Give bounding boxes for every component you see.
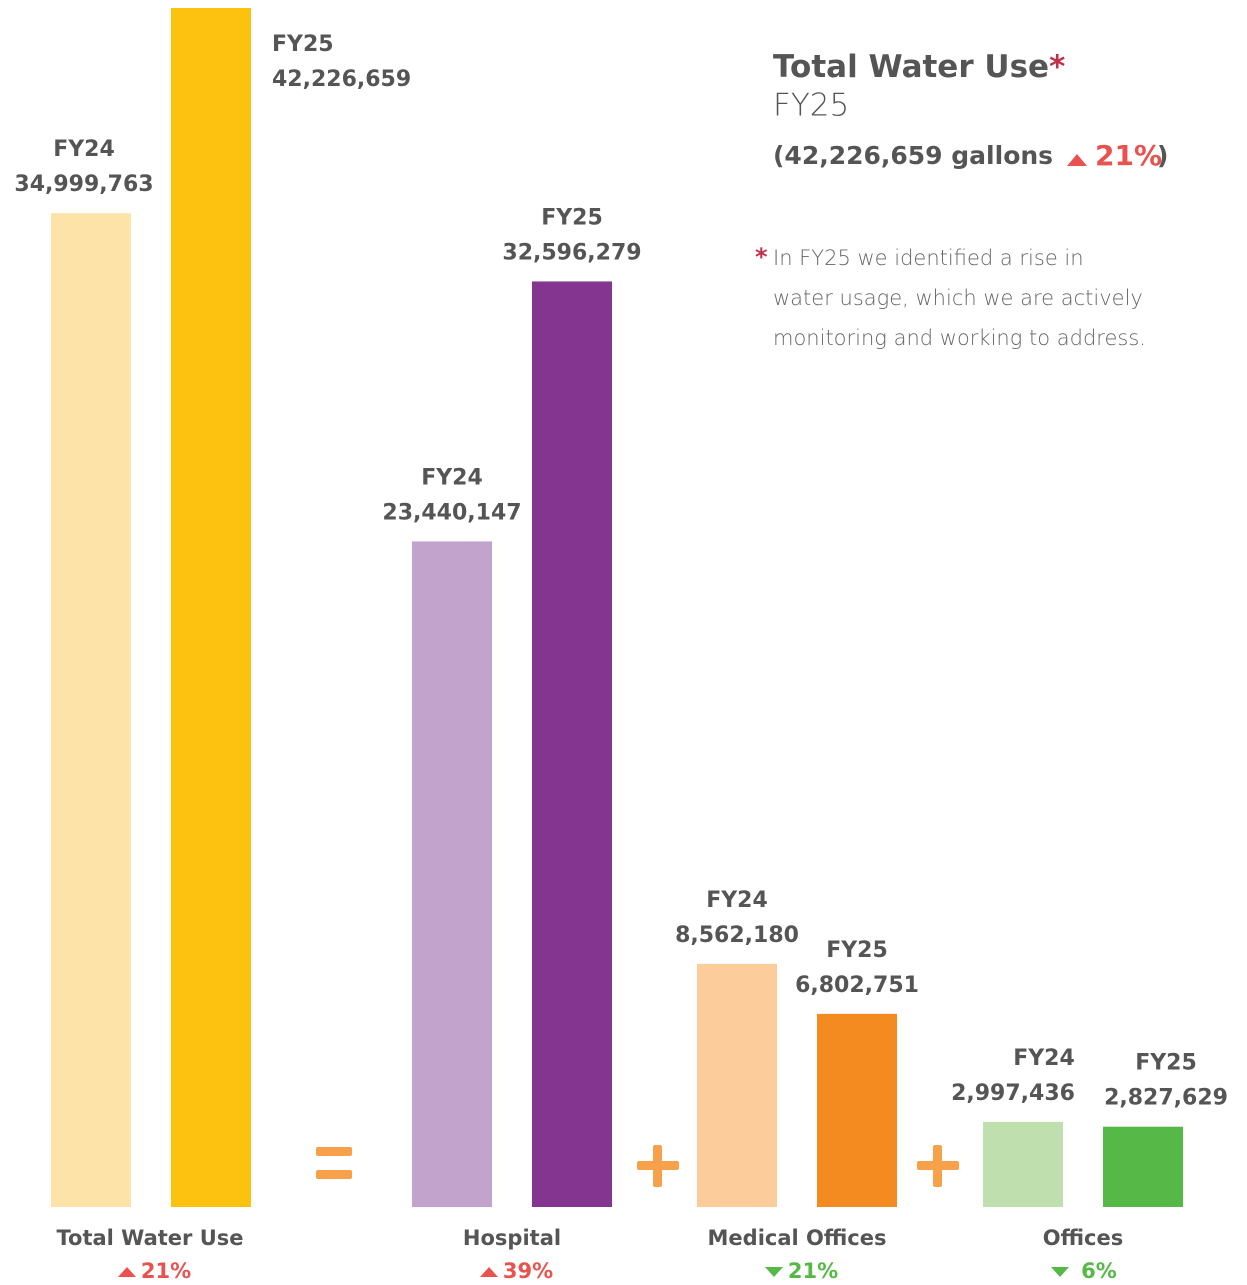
change-label: 39% — [503, 1259, 553, 1283]
series-label: FY24 — [1013, 1046, 1075, 1071]
bar — [171, 8, 251, 1207]
series-label: FY25 — [272, 32, 334, 57]
plus-sign — [933, 1145, 942, 1187]
value-label: 23,440,147 — [382, 500, 521, 525]
change-arrow — [480, 1267, 498, 1277]
value-label: 2,997,436 — [951, 1081, 1075, 1106]
series-label: FY25 — [826, 938, 888, 963]
series-label: FY24 — [421, 465, 483, 490]
change-label: 21% — [788, 1259, 838, 1283]
value-label: 34,999,763 — [14, 172, 153, 197]
bar — [51, 213, 131, 1208]
category-label: Medical Offices — [708, 1226, 887, 1250]
change-label: 6% — [1081, 1259, 1117, 1283]
series-label: FY25 — [1135, 1051, 1197, 1076]
value-label: 2,827,629 — [1104, 1086, 1228, 1111]
note-line: In FY25 we identified a rise in — [773, 246, 1084, 270]
operators — [316, 1145, 959, 1187]
value-label: 6,802,751 — [795, 973, 919, 998]
note-line: monitoring and working to address. — [773, 326, 1146, 350]
bar — [817, 1013, 897, 1207]
headline-close: ) — [1157, 141, 1168, 170]
up-arrow — [1067, 154, 1087, 166]
headline-summary: (42,226,659 gallons — [773, 141, 1053, 170]
change-arrow — [1051, 1267, 1069, 1277]
headline-change: 21% — [1095, 139, 1162, 172]
value-label: 42,226,659 — [272, 67, 411, 92]
headline-title: Total Water Use* — [773, 49, 1065, 85]
bar — [532, 281, 612, 1207]
bar — [1103, 1126, 1183, 1207]
series-label: FY25 — [541, 205, 603, 230]
plus-sign — [653, 1145, 662, 1187]
note-line: water usage, which we are actively — [773, 286, 1143, 310]
value-label: 8,562,180 — [675, 923, 799, 948]
bar — [983, 1121, 1063, 1207]
equals-sign — [316, 1147, 352, 1156]
bar — [697, 963, 777, 1207]
category-label: Hospital — [463, 1226, 561, 1250]
headline-subtitle: FY25 — [773, 88, 849, 124]
equals-sign — [316, 1170, 352, 1179]
change-arrow — [765, 1267, 783, 1277]
change-arrow — [118, 1267, 136, 1277]
note-asterisk: * — [755, 243, 768, 271]
category-label: Offices — [1043, 1226, 1123, 1250]
series-label: FY24 — [706, 888, 768, 913]
bar — [412, 541, 492, 1207]
asterisk: * — [1049, 49, 1065, 85]
headline-title-text: Total Water Use — [773, 49, 1049, 85]
value-label: 32,596,279 — [502, 240, 641, 265]
series-label: FY24 — [53, 137, 115, 162]
category-label: Total Water Use — [56, 1226, 243, 1250]
change-label: 21% — [141, 1259, 191, 1283]
